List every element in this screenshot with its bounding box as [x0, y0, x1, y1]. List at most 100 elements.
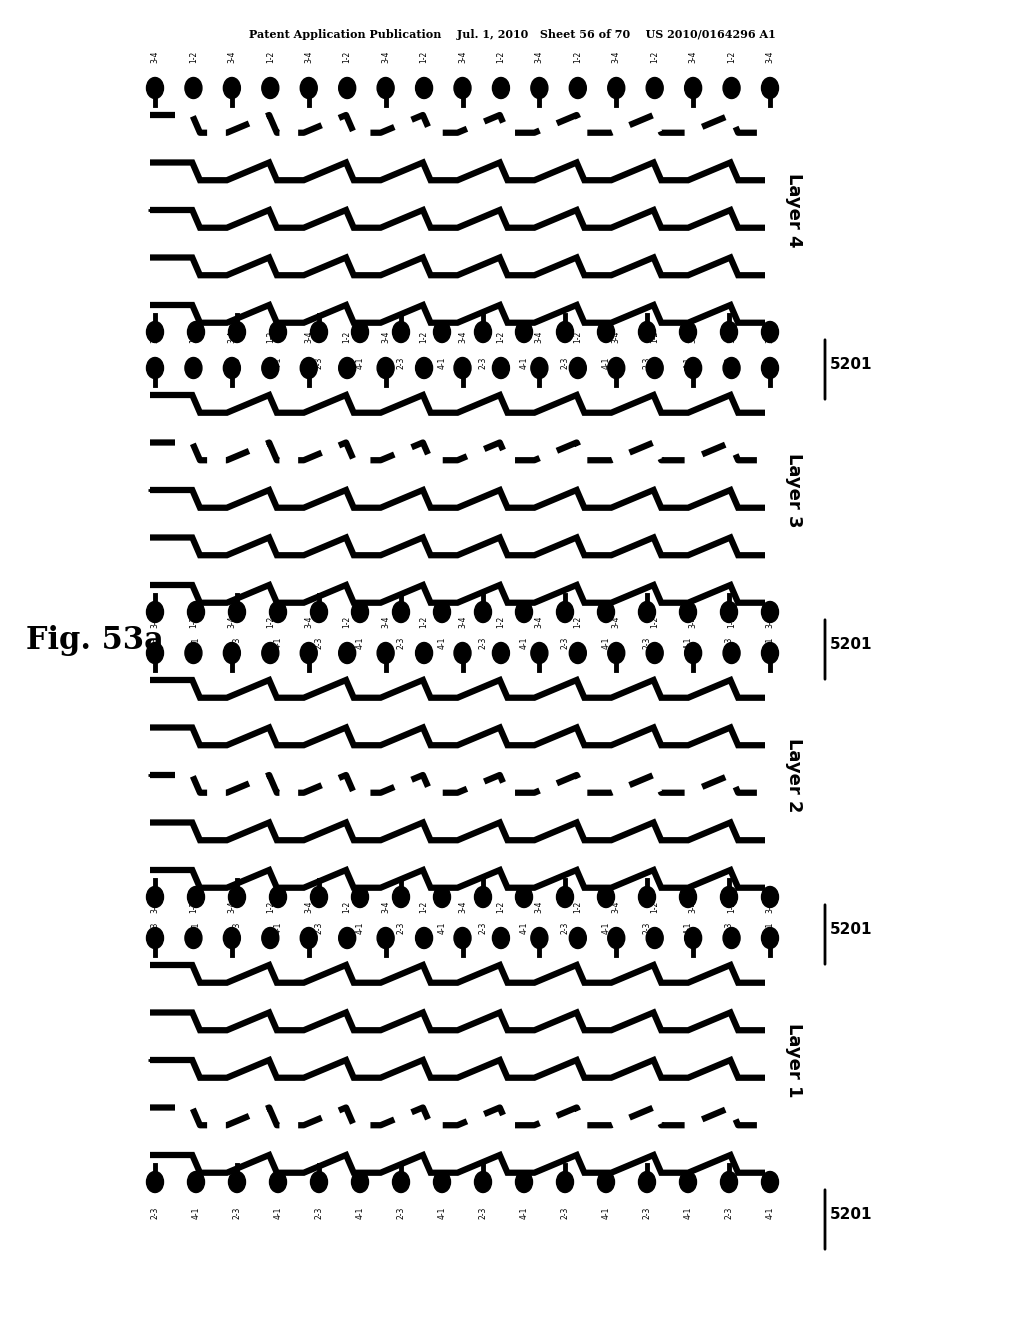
Text: 3-4: 3-4 [227, 615, 237, 628]
Text: 1-2: 1-2 [189, 900, 198, 913]
Text: 2-3: 2-3 [396, 638, 406, 649]
Ellipse shape [228, 1172, 246, 1192]
Text: 3-4: 3-4 [535, 50, 544, 63]
Ellipse shape [597, 1172, 614, 1192]
Ellipse shape [680, 602, 696, 623]
Text: 4-1: 4-1 [766, 638, 774, 649]
Ellipse shape [262, 358, 279, 379]
Ellipse shape [646, 358, 664, 379]
Ellipse shape [433, 602, 451, 623]
Ellipse shape [597, 322, 614, 342]
Text: 1-2: 1-2 [343, 331, 351, 343]
Ellipse shape [569, 78, 587, 99]
Ellipse shape [223, 78, 241, 99]
Ellipse shape [228, 602, 246, 623]
Text: 1-2: 1-2 [189, 615, 198, 628]
Ellipse shape [262, 78, 279, 99]
Text: 2-3: 2-3 [396, 921, 406, 935]
Text: 3-4: 3-4 [381, 330, 390, 343]
Ellipse shape [680, 887, 696, 908]
Ellipse shape [762, 322, 778, 342]
Text: 2-3: 2-3 [232, 638, 242, 649]
Ellipse shape [721, 887, 737, 908]
Ellipse shape [762, 928, 778, 949]
Text: 1-2: 1-2 [727, 50, 736, 63]
Text: 4-1: 4-1 [683, 1206, 692, 1220]
Text: 4-1: 4-1 [191, 921, 201, 935]
Text: 4-1: 4-1 [683, 921, 692, 935]
Ellipse shape [262, 643, 279, 664]
Ellipse shape [300, 358, 317, 379]
Text: 4-1: 4-1 [191, 1206, 201, 1220]
Text: 4-1: 4-1 [355, 356, 365, 370]
Ellipse shape [762, 1172, 778, 1192]
Ellipse shape [762, 602, 778, 623]
Text: 4-1: 4-1 [437, 921, 446, 935]
Text: 2-3: 2-3 [725, 1206, 733, 1220]
Text: 4-1: 4-1 [519, 921, 528, 935]
Ellipse shape [269, 322, 287, 342]
Ellipse shape [416, 643, 432, 664]
Ellipse shape [228, 887, 246, 908]
Ellipse shape [351, 887, 369, 908]
Text: 3-4: 3-4 [458, 615, 467, 628]
Text: 1-2: 1-2 [727, 615, 736, 628]
Ellipse shape [530, 928, 548, 949]
Ellipse shape [146, 887, 164, 908]
Ellipse shape [556, 322, 573, 342]
Text: 4-1: 4-1 [601, 638, 610, 649]
Ellipse shape [454, 78, 471, 99]
Ellipse shape [474, 1172, 492, 1192]
Ellipse shape [454, 928, 471, 949]
Text: 2-3: 2-3 [478, 356, 487, 370]
Text: 1-2: 1-2 [343, 615, 351, 628]
Text: 3-4: 3-4 [766, 330, 774, 343]
Ellipse shape [723, 928, 740, 949]
Text: 2-3: 2-3 [151, 638, 160, 649]
Ellipse shape [515, 322, 532, 342]
Ellipse shape [269, 887, 287, 908]
Text: 2-3: 2-3 [478, 921, 487, 935]
Text: 3-4: 3-4 [611, 615, 621, 628]
Ellipse shape [762, 887, 778, 908]
Text: 1-2: 1-2 [420, 615, 429, 628]
Text: 2-3: 2-3 [151, 921, 160, 935]
Text: 3-4: 3-4 [766, 615, 774, 628]
Text: 4-1: 4-1 [273, 1206, 283, 1220]
Text: 3-4: 3-4 [766, 900, 774, 913]
Text: 3-4: 3-4 [688, 615, 697, 628]
Text: 5201: 5201 [830, 1206, 872, 1222]
Text: 3-4: 3-4 [611, 900, 621, 913]
Text: Layer 3: Layer 3 [785, 453, 803, 527]
Ellipse shape [433, 887, 451, 908]
Ellipse shape [646, 928, 664, 949]
Text: 3-4: 3-4 [688, 50, 697, 63]
Ellipse shape [762, 643, 778, 664]
Ellipse shape [680, 322, 696, 342]
Text: 4-1: 4-1 [437, 638, 446, 649]
Text: 4-1: 4-1 [273, 921, 283, 935]
Text: 4-1: 4-1 [191, 638, 201, 649]
Ellipse shape [351, 322, 369, 342]
Ellipse shape [223, 358, 241, 379]
Text: 1-2: 1-2 [266, 50, 274, 63]
Text: Layer 4: Layer 4 [785, 173, 803, 247]
Ellipse shape [569, 358, 587, 379]
Text: 4-1: 4-1 [437, 356, 446, 370]
Ellipse shape [646, 78, 664, 99]
Text: 1-2: 1-2 [343, 900, 351, 913]
Ellipse shape [597, 887, 614, 908]
Text: 4-1: 4-1 [766, 356, 774, 370]
Ellipse shape [185, 928, 202, 949]
Text: 3-4: 3-4 [688, 900, 697, 913]
Ellipse shape [377, 928, 394, 949]
Text: 2-3: 2-3 [725, 638, 733, 649]
Ellipse shape [185, 78, 202, 99]
Text: 1-2: 1-2 [573, 615, 583, 628]
Text: 2-3: 2-3 [396, 1206, 406, 1220]
Ellipse shape [723, 358, 740, 379]
Ellipse shape [493, 643, 509, 664]
Ellipse shape [515, 887, 532, 908]
Ellipse shape [515, 1172, 532, 1192]
Ellipse shape [310, 322, 328, 342]
